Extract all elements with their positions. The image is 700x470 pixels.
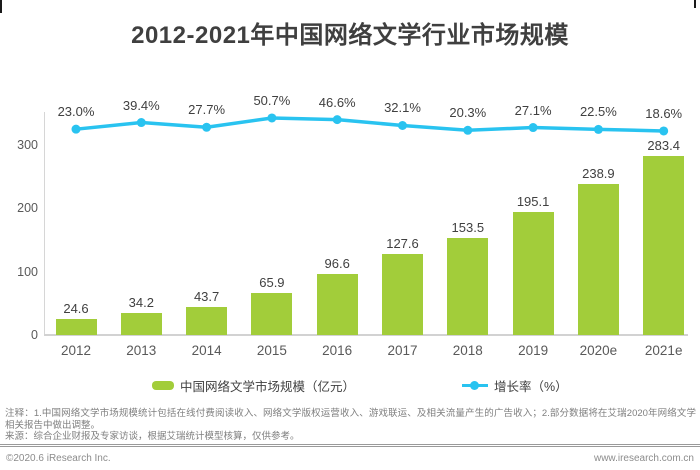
growth-rate-label: 23.0% bbox=[57, 104, 95, 120]
screenshot-edge-artifact bbox=[694, 0, 696, 8]
bar-2013 bbox=[120, 313, 162, 335]
footnotes: 注释：1.中国网络文学市场规模统计包括在线付费阅读收入、网络文学版权运营收入、游… bbox=[5, 408, 696, 443]
x-axis-tick-label: 2012 bbox=[60, 343, 92, 358]
bar-2014 bbox=[186, 307, 228, 335]
line-marker bbox=[136, 118, 146, 128]
bar-2018 bbox=[447, 237, 489, 335]
bar-value-label: 96.6 bbox=[324, 255, 350, 271]
bar-2016 bbox=[316, 273, 358, 335]
footer-copyright: ©2020.6 iResearch Inc. bbox=[6, 453, 111, 464]
bar-2017 bbox=[382, 254, 423, 335]
growth-rate-label: 39.4% bbox=[122, 97, 160, 113]
x-axis-tick-label: 2021e bbox=[644, 343, 683, 358]
line-marker bbox=[202, 122, 212, 132]
y-axis-tick-label: 100 bbox=[17, 264, 38, 279]
bar-value-label: 238.9 bbox=[582, 165, 615, 181]
bar-2020e bbox=[577, 183, 619, 335]
y-axis-tick-label: 200 bbox=[17, 201, 38, 216]
chart-title: 2012-2021年中国网络文学行业市场规模 bbox=[131, 22, 569, 49]
line-path bbox=[74, 116, 666, 133]
growth-rate-label: 22.5% bbox=[579, 104, 617, 120]
bar-2019 bbox=[512, 211, 554, 335]
x-axis-tick-label: 2016 bbox=[322, 343, 353, 358]
growth-rate-label: 32.1% bbox=[384, 100, 421, 116]
bar-value-label: 127.6 bbox=[386, 236, 419, 252]
bar-value-label: 24.6 bbox=[63, 301, 89, 317]
x-axis-tick-label: 2013 bbox=[126, 343, 157, 358]
bar-2021e bbox=[643, 155, 685, 335]
line-marker bbox=[463, 125, 473, 135]
bar-value-label: 153.5 bbox=[451, 219, 485, 235]
growth-rate-label: 50.7% bbox=[253, 92, 291, 108]
bar-value-label: 195.1 bbox=[516, 193, 550, 209]
bar-value-label: 65.9 bbox=[259, 275, 285, 291]
x-axis-tick-label: 2017 bbox=[387, 343, 418, 358]
y-axis-tick-label: 300 bbox=[17, 138, 38, 153]
footer-website: www.iresearch.com.cn bbox=[593, 453, 694, 464]
line-marker bbox=[593, 124, 603, 134]
bar-2015 bbox=[251, 293, 293, 335]
legend-label-market-size: 中国网络文学市场规模（亿元） bbox=[180, 379, 356, 394]
x-axis-tick-label: 2020e bbox=[579, 343, 618, 358]
x-axis-tick-label: 2018 bbox=[452, 343, 483, 358]
bar-2012 bbox=[55, 319, 97, 335]
screenshot-edge-artifact bbox=[0, 0, 2, 13]
bar-value-label: 43.7 bbox=[193, 289, 220, 305]
x-axis-tick-label: 2019 bbox=[518, 343, 549, 358]
growth-rate-label: 46.6% bbox=[318, 94, 356, 110]
footnote-annotation: 注释：1.中国网络文学市场规模统计包括在线付费阅读收入、网络文学版权运营收入、游… bbox=[5, 408, 696, 431]
footer-divider bbox=[0, 444, 700, 447]
growth-rate-label: 20.3% bbox=[449, 105, 487, 121]
footnote-source: 来源：综合企业财报及专家访谈，根据艾瑞统计模型核算，仅供参考。 bbox=[5, 431, 300, 442]
bar-series-swatch-icon bbox=[152, 380, 174, 390]
y-axis-line bbox=[44, 112, 45, 335]
bar-value-label: 283.4 bbox=[647, 137, 680, 153]
line-marker bbox=[398, 120, 407, 130]
bar-value-label: 34.2 bbox=[128, 295, 154, 311]
growth-rate-label: 18.6% bbox=[645, 105, 683, 121]
x-axis-tick-label: 2014 bbox=[191, 343, 222, 358]
line-marker bbox=[528, 123, 538, 133]
legend-item-market-size: 中国网络文学市场规模（亿元） bbox=[152, 379, 355, 394]
line-marker bbox=[267, 113, 277, 123]
legend-item-growth-rate: 增长率（%） bbox=[462, 379, 568, 394]
x-axis-tick-label: 2015 bbox=[256, 343, 287, 358]
growth-rate-label: 27.1% bbox=[514, 102, 552, 118]
legend-label-growth-rate: 增长率（%） bbox=[494, 379, 568, 394]
line-series-swatch-icon bbox=[462, 380, 488, 390]
line-marker bbox=[659, 126, 669, 136]
line-marker bbox=[71, 124, 81, 134]
y-axis-tick-label: 0 bbox=[31, 328, 38, 342]
x-axis-line bbox=[44, 334, 688, 336]
growth-rate-label: 27.7% bbox=[188, 102, 226, 118]
line-marker bbox=[332, 115, 342, 125]
